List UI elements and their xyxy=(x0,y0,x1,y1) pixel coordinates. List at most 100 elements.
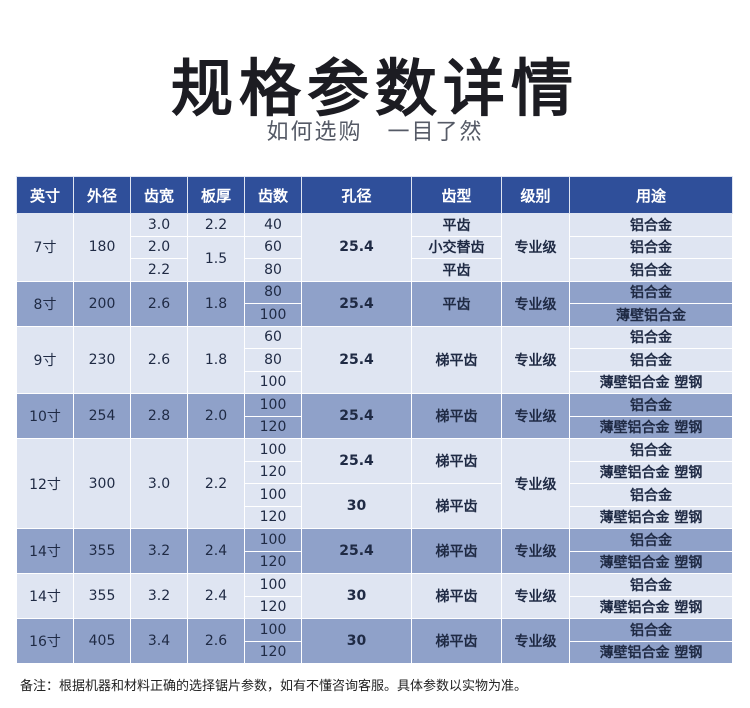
cell-tooth-width: 2.2 xyxy=(130,258,188,282)
cell-tooth-count: 80 xyxy=(244,258,302,282)
cell-usage: 铝合金 xyxy=(569,393,733,417)
cell-plate-thickness: 2.4 xyxy=(187,573,245,619)
cell-usage: 铝合金 xyxy=(569,325,733,349)
cell-tooth-count: 120 xyxy=(244,595,302,619)
cell-tooth-count: 100 xyxy=(244,438,302,462)
cell-plate-thickness: 1.5 xyxy=(187,235,245,282)
cell-tooth-count: 80 xyxy=(244,348,302,372)
cell-bore: 25.4 xyxy=(301,213,412,282)
table-row: 2.0 1.5 60 小交替齿 铝合金 xyxy=(17,235,733,282)
cell-inch: 14寸 xyxy=(16,573,74,619)
table-row: 100 薄壁铝合金 xyxy=(17,303,733,327)
cell-usage: 薄壁铝合金 塑钢 xyxy=(569,595,733,619)
cell-tooth-count: 100 xyxy=(244,618,302,642)
cell-usage: 薄壁铝合金 塑钢 xyxy=(569,640,733,664)
cell-tooth-type: 梯平齿 xyxy=(411,325,502,394)
footnote: 备注：根据机器和材料正确的选择锯片参数，如有不懂咨询客服。具体参数以实物为准。 xyxy=(20,679,528,694)
cell-tooth-width: 3.0 xyxy=(130,438,188,529)
cell-inch: 14寸 xyxy=(16,528,74,574)
cell-outer-diameter: 405 xyxy=(73,618,131,664)
cell-usage: 薄壁铝合金 塑钢 xyxy=(569,415,733,439)
cell-bore: 30 xyxy=(301,573,412,619)
table-row: 7寸 180 3.0 2.2 40 25.4 平齿 专业级 铝合金 xyxy=(16,213,733,282)
cell-bore: 30 xyxy=(301,618,412,664)
cell-usage: 铝合金 xyxy=(569,235,733,259)
cell-usage: 铝合金 xyxy=(569,483,733,507)
cell-tooth-count: 100 xyxy=(244,303,302,327)
cell-tooth-type: 平齿 xyxy=(411,280,502,327)
table-row: 120 薄壁铝合金 塑钢 xyxy=(17,460,733,484)
table-row: 120 薄壁铝合金 塑钢 xyxy=(17,595,733,619)
cell-usage: 薄壁铝合金 塑钢 xyxy=(569,550,733,574)
cell-tooth-count: 60 xyxy=(244,235,302,259)
cell-tooth-width: 2.8 xyxy=(130,393,188,439)
cell-usage: 薄壁铝合金 塑钢 xyxy=(569,505,733,529)
cell-tooth-width: 3.2 xyxy=(130,528,188,574)
cell-usage: 铝合金 xyxy=(569,280,733,304)
cell-usage: 铝合金 xyxy=(569,618,733,642)
cell-tooth-width: 3.2 xyxy=(130,573,188,619)
cell-tooth-count: 120 xyxy=(244,505,302,529)
cell-tooth-count: 120 xyxy=(244,640,302,664)
cell-usage: 薄壁铝合金 塑钢 xyxy=(569,370,733,394)
cell-outer-diameter: 300 xyxy=(73,438,131,529)
cell-usage: 铝合金 xyxy=(569,348,733,372)
table-row: 120 薄壁铝合金 塑钢 xyxy=(17,550,733,574)
table-row: 8寸 200 2.6 1.8 80 25.4 平齿 专业级 铝合金 xyxy=(16,280,733,327)
cell-outer-diameter: 355 xyxy=(73,528,131,574)
cell-bore: 30 xyxy=(301,483,412,529)
header-usage: 用途 xyxy=(569,176,733,214)
table-header-row: 英寸 外径 齿宽 板厚 齿数 孔径 齿型 级别 用途 xyxy=(16,176,733,214)
cell-tooth-type: 梯平齿 xyxy=(411,528,502,574)
cell-inch: 16寸 xyxy=(16,618,74,664)
cell-plate-thickness: 2.6 xyxy=(187,618,245,664)
cell-outer-diameter: 180 xyxy=(73,213,131,282)
spec-table: 英寸 外径 齿宽 板厚 齿数 孔径 齿型 级别 用途 7寸 180 3.0 2.… xyxy=(16,176,733,664)
table-row: 16寸 405 3.4 2.6 100 30 梯平齿 专业级 铝合金 xyxy=(16,618,733,664)
header-tooth-width: 齿宽 xyxy=(130,176,188,214)
cell-grade: 专业级 xyxy=(501,213,570,282)
cell-plate-thickness: 2.4 xyxy=(187,528,245,574)
cell-tooth-count: 100 xyxy=(244,573,302,597)
cell-plate-thickness: 2.0 xyxy=(187,393,245,439)
cell-usage: 薄壁铝合金 塑钢 xyxy=(569,460,733,484)
cell-inch: 12寸 xyxy=(16,438,74,529)
subtitle: 如何选购 一目了然 xyxy=(0,114,750,146)
cell-tooth-count: 40 xyxy=(244,213,302,237)
cell-bore: 25.4 xyxy=(301,393,412,439)
header-grade: 级别 xyxy=(501,176,570,214)
table-row: 10寸 254 2.8 2.0 100 25.4 梯平齿 专业级 铝合金 xyxy=(16,393,733,439)
cell-tooth-count: 100 xyxy=(244,393,302,417)
cell-tooth-count: 100 xyxy=(244,528,302,552)
cell-grade: 专业级 xyxy=(501,325,570,394)
cell-tooth-width: 2.6 xyxy=(130,325,188,394)
cell-tooth-count: 60 xyxy=(244,325,302,349)
cell-inch: 8寸 xyxy=(16,280,74,327)
cell-tooth-type: 小交替齿 xyxy=(411,235,502,259)
cell-tooth-type: 平齿 xyxy=(411,258,502,282)
cell-tooth-type: 梯平齿 xyxy=(411,438,502,484)
cell-tooth-count: 80 xyxy=(244,280,302,304)
cell-tooth-width: 3.4 xyxy=(130,618,188,664)
header-bore: 孔径 xyxy=(301,176,412,214)
cell-usage: 薄壁铝合金 xyxy=(569,303,733,327)
cell-plate-thickness: 2.2 xyxy=(187,438,245,529)
table-row: 14寸 355 3.2 2.4 100 30 梯平齿 专业级 铝合金 xyxy=(16,573,733,619)
cell-usage: 铝合金 xyxy=(569,213,733,237)
page-title: 规格参数详情 xyxy=(170,52,579,125)
cell-tooth-count: 120 xyxy=(244,415,302,439)
cell-tooth-type: 平齿 xyxy=(411,213,502,237)
cell-tooth-count: 100 xyxy=(244,370,302,394)
cell-plate-thickness: 2.2 xyxy=(187,213,245,237)
cell-bore: 25.4 xyxy=(301,280,412,327)
header-plate-thickness: 板厚 xyxy=(187,176,245,214)
cell-usage: 铝合金 xyxy=(569,438,733,462)
cell-tooth-count: 120 xyxy=(244,460,302,484)
cell-outer-diameter: 355 xyxy=(73,573,131,619)
cell-tooth-type: 梯平齿 xyxy=(411,618,502,664)
cell-outer-diameter: 254 xyxy=(73,393,131,439)
header-inch: 英寸 xyxy=(16,176,74,214)
cell-tooth-width: 2.0 xyxy=(130,235,188,259)
cell-inch: 10寸 xyxy=(16,393,74,439)
cell-grade: 专业级 xyxy=(501,280,570,327)
